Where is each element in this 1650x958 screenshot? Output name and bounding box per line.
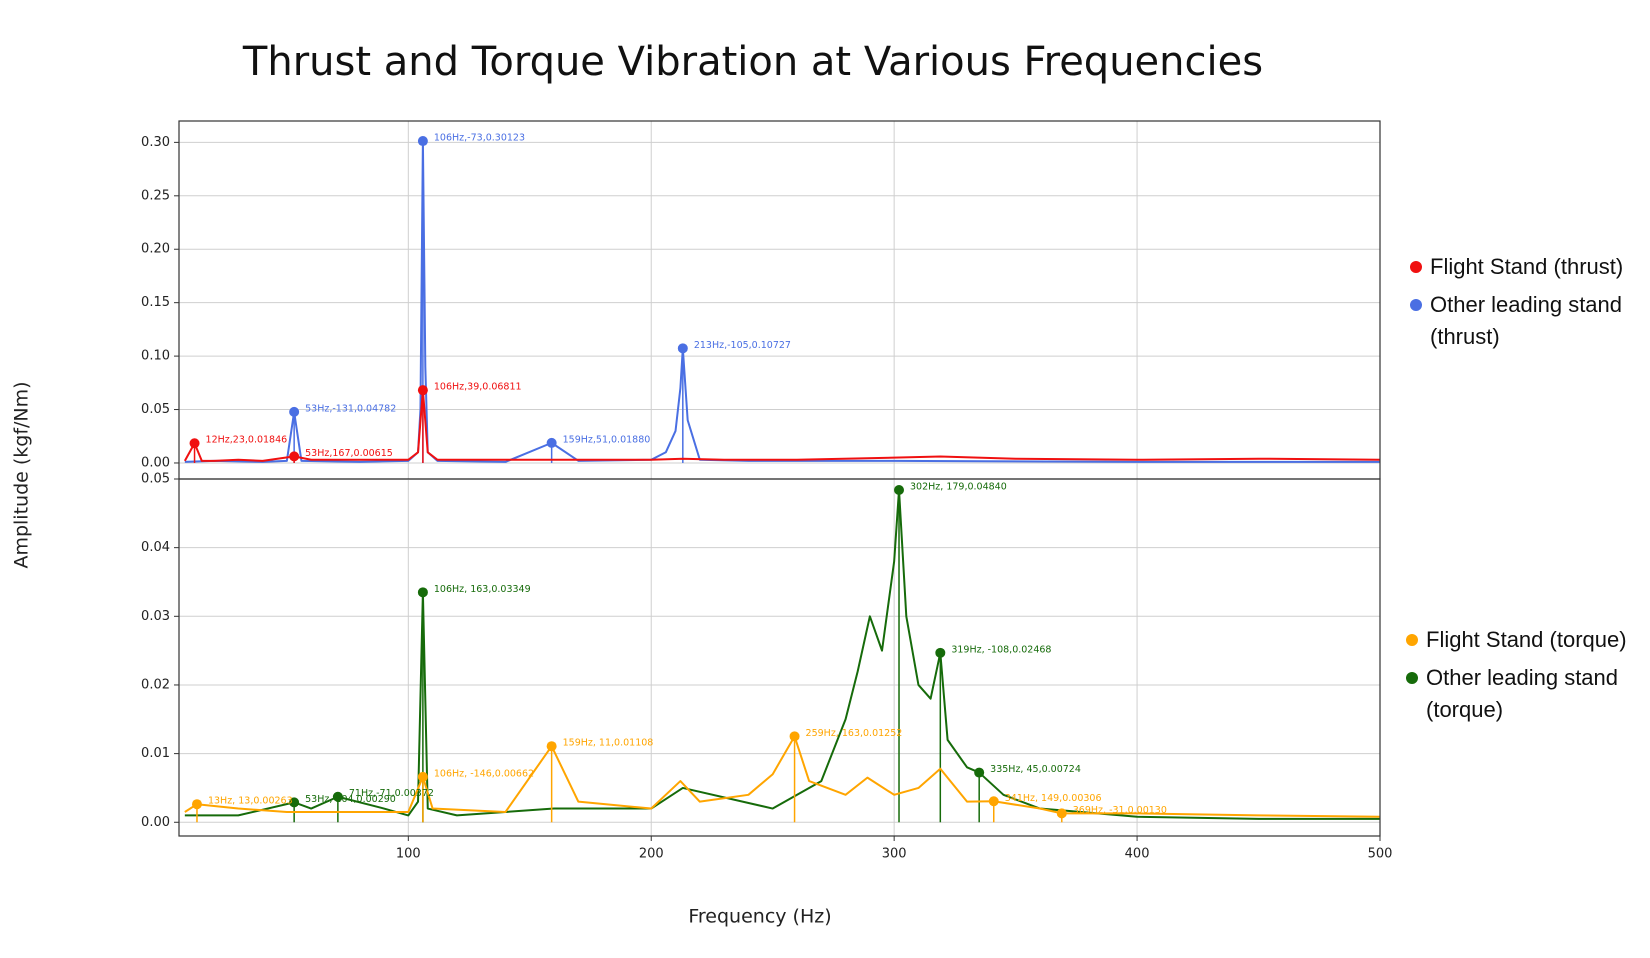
y-tick-label: 0.04: [141, 540, 170, 555]
y-tick-label: 0.05: [141, 402, 170, 417]
annotation: 159Hz,51,0.01880: [563, 434, 651, 445]
y-tick-label: 0.03: [141, 609, 170, 624]
peak-marker: [417, 136, 428, 147]
series-line: [184, 488, 1380, 820]
legend-swatch: [1410, 299, 1422, 311]
axes-frame: [178, 478, 1381, 837]
legend-item: Flight Stand (torque): [1406, 624, 1631, 656]
annotation: 12Hz,23,0.01846: [206, 435, 288, 446]
annotation: 53Hz,-131,0.04782: [305, 403, 396, 414]
x-axis-label: Frequency (Hz): [688, 906, 831, 928]
annotation: 341Hz, 149,0.00306: [1005, 793, 1102, 804]
y-tick-label: 0.05: [141, 472, 170, 487]
axes-frame: [178, 120, 1381, 480]
x-tick-label: 500: [1368, 847, 1393, 862]
peak-marker: [417, 771, 428, 782]
legend-item: Flight Stand (thrust): [1410, 251, 1635, 283]
peak-marker: [789, 731, 800, 742]
annotation: 53Hz, 104,0.00290: [305, 794, 396, 805]
x-tick-label: 300: [882, 847, 907, 862]
y-tick-label: 0.10: [141, 349, 170, 364]
annotation: 369Hz, -31,0.00130: [1073, 805, 1167, 816]
annotation: 259Hz, 163,0.01252: [806, 728, 903, 739]
series-line: [183, 389, 1380, 462]
peak-marker: [1056, 808, 1067, 819]
y-tick-label: 0.01: [141, 746, 170, 761]
annotation: 13Hz, 13,0.00263: [208, 796, 293, 807]
peak-marker: [974, 767, 985, 778]
x-tick-label: 200: [639, 847, 664, 862]
x-tick-label: 400: [1125, 847, 1150, 862]
y-tick-label: 0.00: [141, 815, 170, 830]
peak-marker: [988, 796, 999, 807]
legend-label: Other leading stand (torque): [1426, 665, 1619, 722]
chart-title: Thrust and Torque Vibration at Various F…: [242, 39, 1263, 85]
peak-marker: [289, 797, 300, 808]
peak-marker: [189, 438, 200, 449]
annotation: 53Hz,167,0.00615: [305, 448, 393, 459]
peak-marker: [417, 385, 428, 396]
y-tick-label: 0.15: [141, 295, 170, 310]
annotation: 335Hz, 45,0.00724: [990, 764, 1081, 775]
annotation: 106Hz, 163,0.03349: [434, 584, 531, 595]
plot-area: [183, 136, 1380, 463]
y-tick-label: 0.25: [141, 188, 170, 203]
peak-marker: [546, 437, 557, 448]
peak-marker: [935, 647, 946, 658]
annotation: 106Hz,39,0.06811: [434, 382, 522, 393]
legend: Flight Stand (torque) Other leading stand…: [1406, 624, 1631, 732]
plot-area: [184, 484, 1380, 823]
peak-marker: [332, 791, 343, 802]
annotation: 319Hz, -108,0.02468: [951, 644, 1051, 655]
peak-marker: [191, 799, 202, 810]
legend-swatch: [1406, 634, 1418, 646]
legend-label: Flight Stand (thrust): [1430, 254, 1624, 279]
series-line: [184, 735, 1380, 818]
peak-marker: [289, 406, 300, 417]
annotation: 213Hz,-105,0.10727: [694, 340, 791, 351]
annotation: 106Hz,-73,0.30123: [434, 133, 525, 144]
annotation: 302Hz, 179,0.04840: [910, 481, 1007, 492]
annotation: 106Hz, -146,0.00662: [434, 768, 534, 779]
peak-marker: [289, 451, 300, 462]
annotation: 159Hz, 11,0.01108: [563, 738, 654, 749]
y-tick-label: 0.30: [141, 135, 170, 150]
legend-label: Flight Stand (torque): [1426, 627, 1627, 652]
legend-swatch: [1410, 261, 1422, 273]
x-tick-label: 100: [396, 847, 421, 862]
legend-swatch: [1406, 672, 1418, 684]
legend: Flight Stand (thrust) Other leading stand…: [1410, 251, 1635, 359]
peak-marker: [546, 741, 557, 752]
y-axis-label: Amplitude (kgf/Nm): [11, 381, 33, 568]
peak-marker: [677, 343, 688, 354]
peak-marker: [417, 587, 428, 598]
y-tick-label: 0.20: [141, 242, 170, 257]
legend-item: Other leading stand (thrust): [1410, 289, 1635, 353]
annotation: 71Hz,-71,0.00372: [349, 788, 434, 799]
y-tick-label: 0.00: [141, 455, 170, 470]
legend-item: Other leading stand (torque): [1406, 662, 1631, 726]
series-line: [184, 140, 1380, 463]
y-tick-label: 0.02: [141, 677, 170, 692]
peak-marker: [894, 484, 905, 495]
legend-label: Other leading stand (thrust): [1430, 292, 1623, 349]
